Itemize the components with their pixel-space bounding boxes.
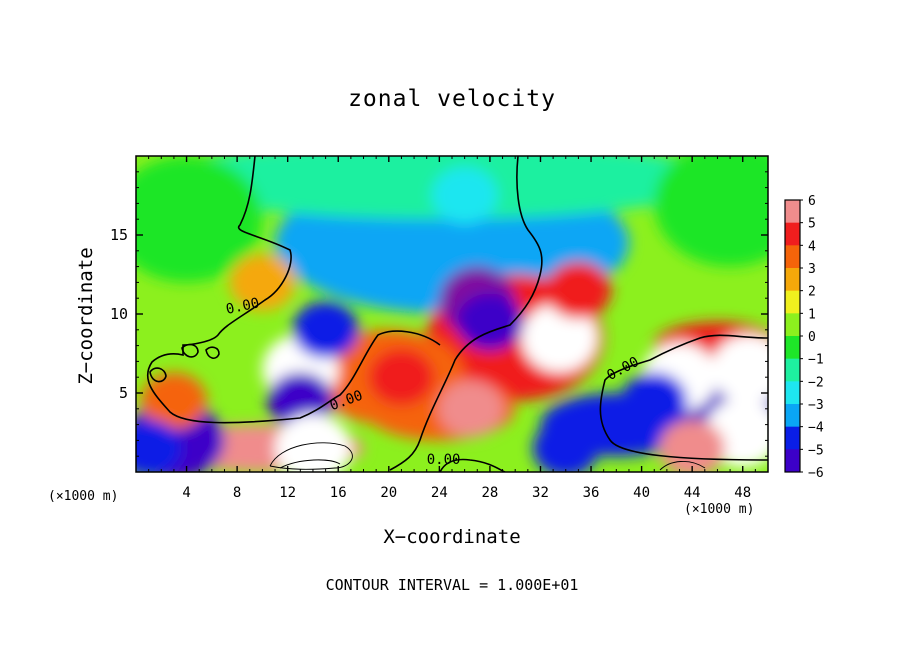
x-axis-label: X−coordinate <box>383 526 521 548</box>
velocity-cell-31 <box>229 253 296 311</box>
y-tick-label: 5 <box>119 384 128 402</box>
velocity-cell-15 <box>521 302 598 373</box>
colorbar-swatch <box>785 290 800 314</box>
contour-interval-note: CONTOUR INTERVAL = 1.000E+01 <box>325 576 579 594</box>
velocity-cell-25 <box>621 372 688 430</box>
y-tick-labels: 5 10 15 <box>110 226 128 402</box>
velocity-cell-14 <box>457 293 523 351</box>
colorbar-label: 6 <box>808 194 816 209</box>
inner-contour-c <box>659 461 706 471</box>
zero-contour-loop-a <box>149 367 167 383</box>
chart-title: zonal velocity <box>348 86 556 112</box>
velocity-field <box>136 156 768 472</box>
contour-label: 0.00 <box>225 295 261 318</box>
colorbar-swatch <box>785 268 800 292</box>
colorbar-label: 4 <box>808 239 816 254</box>
colorbar-swatch <box>785 313 800 337</box>
colorbar-swatch <box>785 245 800 269</box>
velocity-cell-16 <box>545 261 612 319</box>
zero-contour-loop-b <box>181 343 199 358</box>
y-tick-label: 15 <box>110 226 128 244</box>
y-tick-label: 10 <box>110 305 128 323</box>
x-tick-label: 36 <box>583 485 600 501</box>
x-tick-label: 24 <box>431 485 448 501</box>
colorbar <box>784 199 803 473</box>
zero-contour-center <box>389 156 543 471</box>
velocity-cell-26 <box>711 334 768 405</box>
colorbar-label: 5 <box>808 217 816 232</box>
colorbar-label: 1 <box>808 307 816 322</box>
velocity-cell-17 <box>368 348 435 406</box>
velocity-cell-29 <box>532 419 599 472</box>
contour-label: 0.00 <box>427 452 461 468</box>
x-tick-labels: 4 8 12 16 20 24 28 32 36 40 44 48 <box>182 485 751 501</box>
zero-contour-left <box>146 156 441 424</box>
velocity-cell-32 <box>431 167 498 224</box>
colorbar-labels: 6 5 4 3 2 1 0 −1 −2 −3 −4 −5 −6 <box>808 194 824 481</box>
colorbar-label: −1 <box>808 353 824 368</box>
colorbar-swatch <box>785 200 800 224</box>
colorbar-label: −6 <box>808 466 824 481</box>
plot-frame <box>135 155 769 473</box>
velocity-cell-22 <box>141 372 207 430</box>
x-tick-label: 12 <box>279 485 296 501</box>
x-tick-label: 28 <box>481 485 498 501</box>
x-tick-label: 20 <box>380 485 397 501</box>
y-axis-label: Z−coordinate <box>75 247 97 385</box>
colorbar-swatch <box>785 336 800 360</box>
colorbar-swatch <box>785 426 800 450</box>
colorbar-label: 2 <box>808 285 816 300</box>
colorbar-label: −5 <box>808 443 824 458</box>
colorbar-label: −3 <box>808 398 824 413</box>
x-unit-label-right: (×1000 m) <box>684 502 755 517</box>
x-tick-label: 44 <box>684 485 701 501</box>
x-unit-label-left: (×1000 m) <box>48 489 119 504</box>
x-tick-label: 40 <box>633 485 650 501</box>
x-tick-label: 32 <box>532 485 549 501</box>
zero-contour-lines <box>146 156 768 472</box>
colorbar-swatch <box>785 404 800 428</box>
zero-contour-bottom <box>439 458 506 472</box>
zero-contour-right <box>599 334 768 461</box>
colorbar-swatch <box>785 449 800 473</box>
inner-contour-b <box>279 459 341 469</box>
velocity-cell-3 <box>136 156 263 283</box>
colorbar-label: −2 <box>808 375 824 390</box>
colorbar-swatch <box>785 358 800 382</box>
colorbar-label: −4 <box>808 421 824 436</box>
x-tick-label: 8 <box>233 485 241 501</box>
velocity-cell-33 <box>671 190 738 248</box>
velocity-cell-18 <box>438 380 504 438</box>
colorbar-swatch <box>785 222 800 246</box>
colorbar-swatch <box>785 381 800 405</box>
colorbar-label: 3 <box>808 262 816 277</box>
colorbar-label: 0 <box>808 330 816 345</box>
x-tick-label: 4 <box>182 485 190 501</box>
x-tick-label: 16 <box>330 485 347 501</box>
x-tick-label: 48 <box>734 485 751 501</box>
velocity-cell-21 <box>368 230 435 288</box>
velocity-cell-20 <box>292 301 359 359</box>
zero-contour-loop-c <box>205 346 220 359</box>
velocity-cell-23 <box>136 419 182 472</box>
